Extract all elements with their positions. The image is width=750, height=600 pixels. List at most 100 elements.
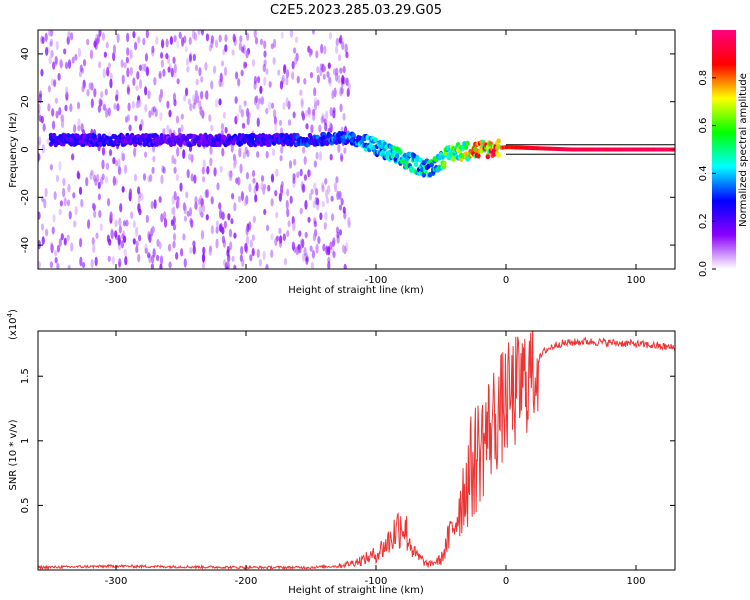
heatmap-cell (107, 255, 111, 262)
heatmap-cell (324, 110, 329, 120)
heatmap-cell (251, 169, 256, 178)
heatmap-cell (73, 220, 77, 228)
heatmap-cell (339, 152, 344, 161)
heatmap-cell (270, 198, 274, 207)
heatmap-cell (175, 173, 179, 182)
heatmap-cell (131, 100, 135, 109)
heatmap-cell (215, 226, 219, 234)
heatmap-cell (114, 219, 118, 228)
heatmap-cell (41, 144, 45, 154)
heatmap-cell (221, 147, 225, 157)
heatmap-cell (137, 36, 141, 44)
heatmap-cell (343, 263, 347, 269)
heatmap-cell (224, 44, 228, 53)
heatmap-cell (69, 32, 74, 41)
heatmap-cell (148, 253, 152, 264)
heatmap-cell (150, 263, 154, 269)
heatmap-cell (171, 195, 175, 205)
heatmap-cell (142, 173, 147, 181)
heatmap-cell (182, 233, 186, 241)
heatmap-cell (101, 173, 105, 181)
heatmap-cell (115, 94, 119, 102)
heatmap-cell (93, 40, 97, 49)
heatmap-cell (92, 243, 96, 253)
heatmap-cell (296, 171, 300, 179)
heatmap-cell (214, 98, 219, 109)
heatmap-cell (102, 103, 107, 111)
ridge-cell (607, 147, 610, 152)
heatmap-cell (177, 200, 181, 209)
heatmap-cell (101, 32, 106, 41)
heatmap-cell (152, 248, 156, 258)
ridge-cell (351, 132, 356, 138)
heatmap-cell (230, 218, 234, 225)
heatmap-cell (245, 172, 250, 180)
heatmap-cell (338, 37, 342, 44)
heatmap-cell (265, 107, 269, 115)
heatmap-cell (152, 105, 157, 113)
heatmap-cell (205, 33, 210, 42)
heatmap-cell (279, 80, 284, 90)
heatmap-cell (335, 67, 339, 76)
heatmap-cell (46, 138, 50, 145)
colorbar: 0.0 0.2 0.4 0.6 0.8 Normalized spectral ampl… (698, 30, 749, 277)
heatmap-cell (49, 38, 54, 47)
heatmap-cell (222, 239, 227, 248)
heatmap-cell (317, 236, 321, 245)
heatmap-cell (237, 176, 241, 186)
heatmap-cell (302, 146, 306, 154)
heatmap-cell (185, 191, 189, 199)
heatmap-cell (42, 123, 46, 132)
heatmap-cell (135, 102, 139, 109)
heatmap-cell (296, 75, 300, 84)
heatmap-cell (58, 107, 62, 116)
heatmap-cell (262, 63, 266, 73)
heatmap-cell (240, 245, 244, 256)
heatmap-cell (109, 211, 113, 220)
heatmap-cell (38, 140, 41, 149)
ridge-cell (441, 161, 447, 167)
heatmap-cell (327, 246, 331, 256)
heatmap-cell (52, 61, 56, 70)
heatmap-cell (144, 243, 148, 252)
heatmap-cell (119, 203, 123, 213)
heatmap-cell (56, 262, 60, 269)
heatmap-cell (233, 202, 237, 212)
heatmap-cell (64, 104, 68, 112)
heatmap-cell (121, 152, 125, 162)
colorbar-tick-label: 0.2 (698, 213, 709, 229)
heatmap-cell (319, 68, 323, 77)
heatmap-cell (251, 234, 256, 242)
ridge-cell (581, 147, 584, 152)
heatmap-cell (138, 123, 143, 131)
ridge-cell (589, 147, 592, 152)
ridge-cell (659, 147, 662, 152)
heatmap-cell (137, 203, 141, 213)
ridge-cell (421, 172, 427, 178)
heatmap-cell (240, 69, 244, 77)
heatmap-cell (322, 243, 326, 252)
heatmap-cell (150, 201, 154, 210)
heatmap-cell (132, 77, 136, 87)
heatmap-cell (187, 98, 191, 106)
snr-y-ticks: 0.5 1 1.5 (20, 368, 675, 513)
heatmap-cell (38, 239, 41, 250)
heatmap-cell (219, 72, 223, 83)
heatmap-cell (240, 108, 244, 118)
heatmap-cell (221, 226, 225, 235)
y-tick-label: 1 (20, 438, 31, 444)
heatmap-cell (291, 71, 295, 80)
heatmap-cell (277, 69, 281, 76)
heatmap-cell (220, 60, 225, 67)
heatmap-cell (234, 71, 239, 80)
heatmap-cell (224, 126, 228, 134)
heatmap-cell (64, 61, 69, 70)
heatmap-cell (77, 125, 81, 132)
heatmap-cell (117, 164, 121, 175)
heatmap-cell (279, 127, 284, 134)
snr-x-ticks: -300 -200 -100 0 100 (105, 331, 646, 587)
heatmap-cell (247, 112, 251, 119)
heatmap-cell (126, 86, 130, 95)
heatmap-cell (293, 246, 297, 253)
